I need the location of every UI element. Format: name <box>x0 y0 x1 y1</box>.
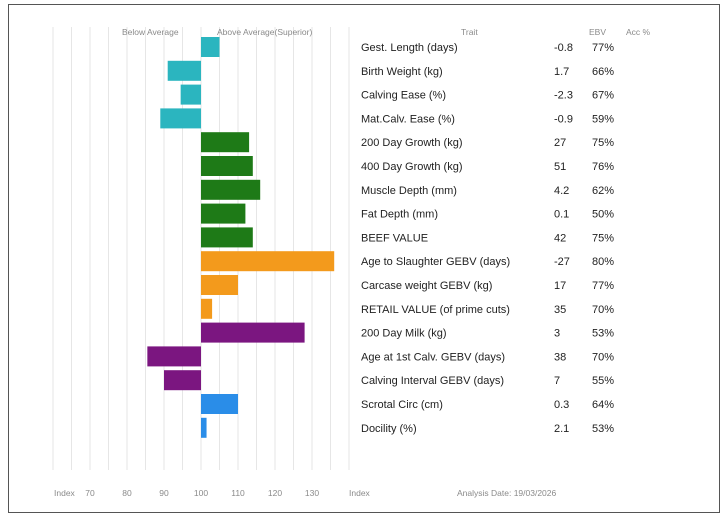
bars <box>147 37 335 438</box>
trait-label: Age at 1st Calv. GEBV (days) <box>361 351 505 363</box>
ebv-value: 0.3 <box>554 399 569 411</box>
bar <box>201 417 207 438</box>
ebv-value: 42 <box>554 232 566 244</box>
footer-analysis-date: Analysis Date: 19/03/2026 <box>457 488 557 498</box>
bar <box>201 179 261 200</box>
trait-label: Docility (%) <box>361 423 417 435</box>
trait-label: Calving Interval GEBV (days) <box>361 375 504 387</box>
ebv-bar-chart: Below Average Above Average(Superior) Tr… <box>52 27 651 498</box>
ebv-value: 1.7 <box>554 66 569 78</box>
ebv-value: -2.3 <box>554 90 573 102</box>
ebv-value: 2.1 <box>554 423 569 435</box>
header-acc: Acc % <box>626 27 651 37</box>
bar <box>201 227 253 248</box>
bar <box>167 60 201 81</box>
acc-value: 77% <box>592 280 614 292</box>
trait-label: Fat Depth (mm) <box>361 209 438 221</box>
acc-value: 53% <box>592 423 614 435</box>
x-tick-label: 80 <box>122 488 132 498</box>
bar <box>201 251 335 272</box>
ebv-value: 27 <box>554 137 566 149</box>
trait-label: Calving Ease (%) <box>361 90 446 102</box>
acc-value: 80% <box>592 256 614 268</box>
bar <box>180 84 201 105</box>
ebv-value: 7 <box>554 375 560 387</box>
x-tick-label: 90 <box>159 488 169 498</box>
trait-label: 200 Day Growth (kg) <box>361 137 462 149</box>
acc-value: 53% <box>592 328 614 340</box>
trait-label: Birth Weight (kg) <box>361 66 443 78</box>
acc-value: 70% <box>592 351 614 363</box>
trait-label: Scrotal Circ (cm) <box>361 399 443 411</box>
acc-value: 55% <box>592 375 614 387</box>
acc-value: 76% <box>592 161 614 173</box>
ebv-value: 0.1 <box>554 209 569 221</box>
header-ebv: EBV <box>589 27 606 37</box>
trait-label: Age to Slaughter GEBV (days) <box>361 256 510 268</box>
ebv-value: 4.2 <box>554 185 569 197</box>
acc-value: 64% <box>592 399 614 411</box>
bar <box>201 132 250 153</box>
footer-index-right: Index <box>349 488 371 498</box>
x-tick-label: 130 <box>305 488 319 498</box>
ebv-value: 17 <box>554 280 566 292</box>
acc-value: 67% <box>592 90 614 102</box>
x-tick-labels: 70 80 90 100 110 120 130 <box>85 488 319 498</box>
bar <box>201 298 213 319</box>
row-labels: Gest. Length (days) -0.8 77% Birth Weight (… <box>361 42 614 435</box>
x-tick-label: 70 <box>85 488 95 498</box>
bar <box>201 156 253 176</box>
ebv-value: 51 <box>554 161 566 173</box>
acc-value: 75% <box>592 232 614 244</box>
trait-label: Muscle Depth (mm) <box>361 185 457 197</box>
x-tick-label: 100 <box>194 488 208 498</box>
acc-value: 77% <box>592 42 614 54</box>
header-above-average: Above Average(Superior) <box>217 27 312 37</box>
x-tick-label: 120 <box>268 488 282 498</box>
trait-label: Gest. Length (days) <box>361 42 458 54</box>
trait-label: RETAIL VALUE (of prime cuts) <box>361 304 510 316</box>
bar <box>164 370 201 391</box>
acc-value: 70% <box>592 304 614 316</box>
trait-label: Mat.Calv. Ease (%) <box>361 113 455 125</box>
grid-lines <box>52 27 350 470</box>
bar <box>147 346 201 367</box>
acc-value: 50% <box>592 209 614 221</box>
ebv-value: -0.8 <box>554 42 573 54</box>
footer-index-left: Index <box>54 488 76 498</box>
trait-label: 400 Day Growth (kg) <box>361 161 462 173</box>
bar <box>201 37 220 57</box>
trait-label: Carcase weight GEBV (kg) <box>361 280 492 292</box>
ebv-value: -27 <box>554 256 570 268</box>
bar <box>201 322 305 343</box>
chart-frame: Below Average Above Average(Superior) Tr… <box>8 4 720 513</box>
header-trait: Trait <box>461 27 478 37</box>
ebv-value: -0.9 <box>554 113 573 125</box>
bar <box>201 275 238 295</box>
ebv-value: 35 <box>554 304 566 316</box>
trait-label: BEEF VALUE <box>361 232 428 244</box>
acc-value: 59% <box>592 113 614 125</box>
bar <box>201 203 246 224</box>
bar <box>201 394 238 414</box>
ebv-value: 3 <box>554 328 560 340</box>
ebv-value: 38 <box>554 351 566 363</box>
acc-value: 66% <box>592 66 614 78</box>
header-below-average: Below Average <box>122 27 179 37</box>
bar <box>160 108 201 129</box>
acc-value: 75% <box>592 137 614 149</box>
x-tick-label: 110 <box>231 488 245 498</box>
acc-value: 62% <box>592 185 614 197</box>
trait-label: 200 Day Milk (kg) <box>361 328 447 340</box>
